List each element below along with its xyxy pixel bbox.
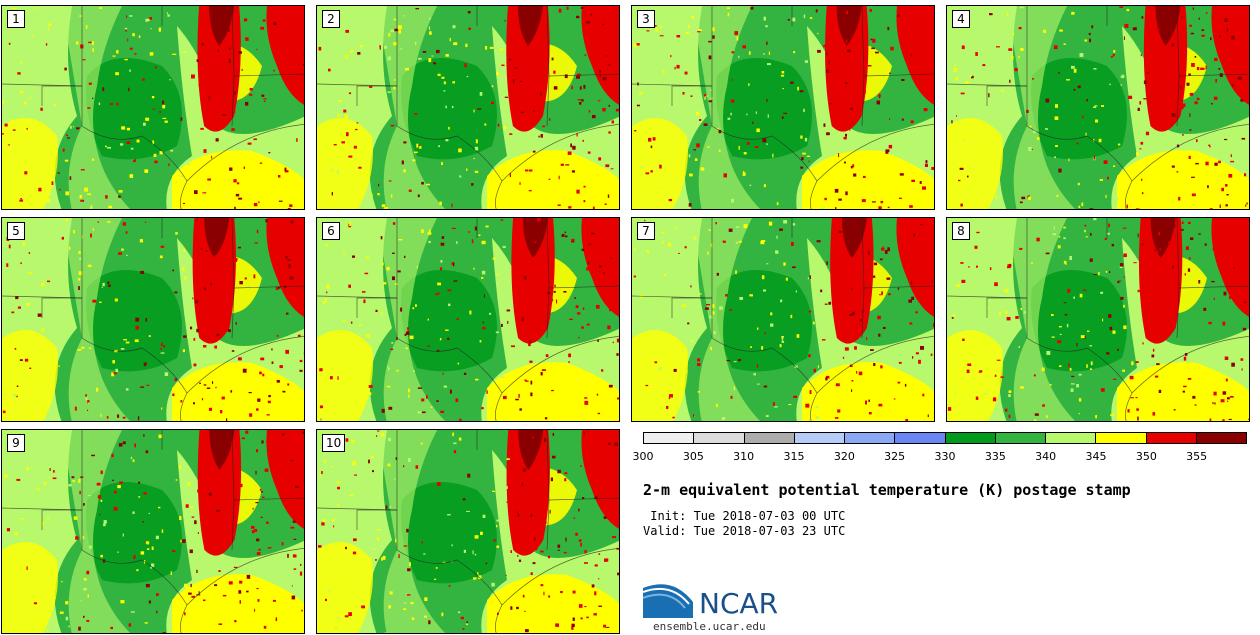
colorbar-tick-label: 345 <box>1085 450 1107 463</box>
colorbar-bin-300 <box>644 433 695 443</box>
field-map <box>317 218 619 421</box>
member-number-label: 5 <box>7 222 25 240</box>
stamp-panel-4[interactable]: 4 <box>946 5 1250 210</box>
colorbar-tick-label: 330 <box>934 450 956 463</box>
stamp-panel-10[interactable]: 10 <box>316 429 620 634</box>
colorbar-bin-305 <box>694 433 745 443</box>
ncar-logo-icon <box>643 584 693 618</box>
colorbar-bin-315 <box>794 433 845 443</box>
field-map <box>2 218 304 421</box>
field-map <box>947 218 1249 421</box>
field-map <box>317 430 619 633</box>
stamp-panel-7[interactable]: 7 <box>631 217 935 422</box>
colorbar-bin-325 <box>895 433 946 443</box>
member-number-label: 1 <box>7 10 25 28</box>
member-number-label: 9 <box>7 434 25 452</box>
field-map <box>317 6 619 209</box>
member-number-label: 7 <box>637 222 655 240</box>
colorbar-bin-310 <box>744 433 795 443</box>
colorbar-tick-label: 300 <box>632 450 654 463</box>
member-number-label: 6 <box>322 222 340 240</box>
colorbar-tick-label: 305 <box>682 450 704 463</box>
stamp-panel-9[interactable]: 9 <box>1 429 305 634</box>
map-title: 2-m equivalent potential temperature (K)… <box>643 481 1131 499</box>
colorbar-ticks: 300 305 310 315 320 325 330 335 340 345 350 355 <box>633 450 1247 466</box>
member-number-label: 2 <box>322 10 340 28</box>
stamp-panel-8[interactable]: 8 <box>946 217 1250 422</box>
field-map <box>947 6 1249 209</box>
website-label[interactable]: ensemble.ucar.edu <box>653 620 766 633</box>
field-map <box>632 6 934 209</box>
field-map <box>2 6 304 209</box>
colorbar <box>643 432 1247 444</box>
field-map <box>2 430 304 633</box>
colorbar-tick-label: 355 <box>1186 450 1208 463</box>
colorbar-tick-label: 310 <box>733 450 755 463</box>
stamp-panel-5[interactable]: 5 <box>1 217 305 422</box>
colorbar-tick-label: 320 <box>833 450 855 463</box>
colorbar-tick-label: 315 <box>783 450 805 463</box>
stamp-panel-3[interactable]: 3 <box>631 5 935 210</box>
colorbar-bin-330 <box>945 433 996 443</box>
ncar-logo-text: NCAR <box>699 587 779 620</box>
stamp-panel-1[interactable]: 1 <box>1 5 305 210</box>
colorbar-tick-label: 340 <box>1035 450 1057 463</box>
field-map <box>632 218 934 421</box>
member-number-label: 4 <box>952 10 970 28</box>
member-number-label: 3 <box>637 10 655 28</box>
stamp-panel-6[interactable]: 6 <box>316 217 620 422</box>
colorbar-tick-label: 325 <box>884 450 906 463</box>
colorbar-bin-355 <box>1196 433 1246 443</box>
colorbar-tick-label: 335 <box>984 450 1006 463</box>
colorbar-bin-320 <box>845 433 896 443</box>
member-number-label: 10 <box>322 434 346 452</box>
init-time: Init: Tue 2018-07-03 00 UTC <box>643 509 846 523</box>
member-number-label: 8 <box>952 222 970 240</box>
colorbar-tick-label: 350 <box>1135 450 1157 463</box>
valid-time: Valid: Tue 2018-07-03 23 UTC <box>643 524 846 538</box>
colorbar-bin-350 <box>1146 433 1197 443</box>
colorbar-bin-340 <box>1046 433 1097 443</box>
colorbar-bin-335 <box>995 433 1046 443</box>
colorbar-bin-345 <box>1096 433 1147 443</box>
stamp-panel-2[interactable]: 2 <box>316 5 620 210</box>
